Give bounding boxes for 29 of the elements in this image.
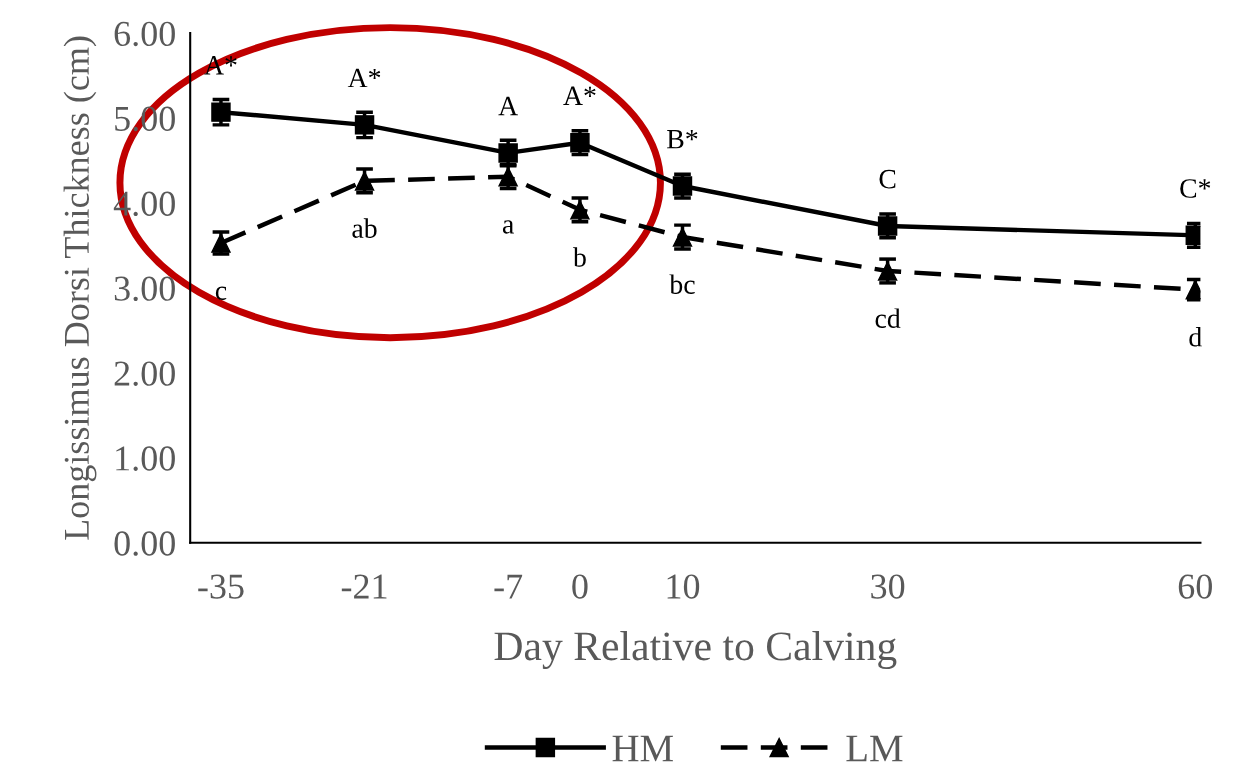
annotation: C*: [1180, 179, 1211, 198]
x-tick-label: -7: [494, 574, 523, 599]
legend-label: LM: [846, 735, 903, 762]
annotation: C: [879, 169, 896, 189]
annotation: cd: [875, 308, 901, 328]
x-tick-label: 60: [1178, 574, 1212, 599]
legend-label: HM: [612, 735, 673, 762]
y-tick-label: 3.00: [114, 276, 175, 302]
y-tick-label: 1.00: [116, 446, 175, 471]
annotation: c: [215, 286, 227, 300]
annotation: d: [1189, 327, 1202, 347]
annotation: B*: [667, 130, 698, 149]
x-tick-label: -35: [198, 574, 244, 599]
annotation: ab: [352, 218, 377, 238]
annotation: a: [502, 220, 514, 234]
y-axis-title: Longissimus Dorsi Thickness (cm): [63, 36, 97, 540]
x-tick-label: -21: [341, 574, 387, 599]
annotation: A*: [563, 86, 596, 105]
y-tick-label: 2.00: [114, 361, 175, 386]
y-tick-label: 0.00: [114, 531, 175, 556]
annotation: bc: [669, 274, 695, 294]
x-tick-label: 0: [572, 574, 588, 599]
x-tick-label: 10: [667, 574, 700, 599]
annotation: A*: [347, 68, 381, 88]
y-tick-label: 6.00: [114, 21, 175, 47]
annotation: A: [498, 96, 518, 116]
x-axis-title: Day Relative to Calving: [494, 631, 897, 669]
x-tick-label: 30: [871, 574, 905, 599]
annotation: b: [572, 247, 586, 267]
